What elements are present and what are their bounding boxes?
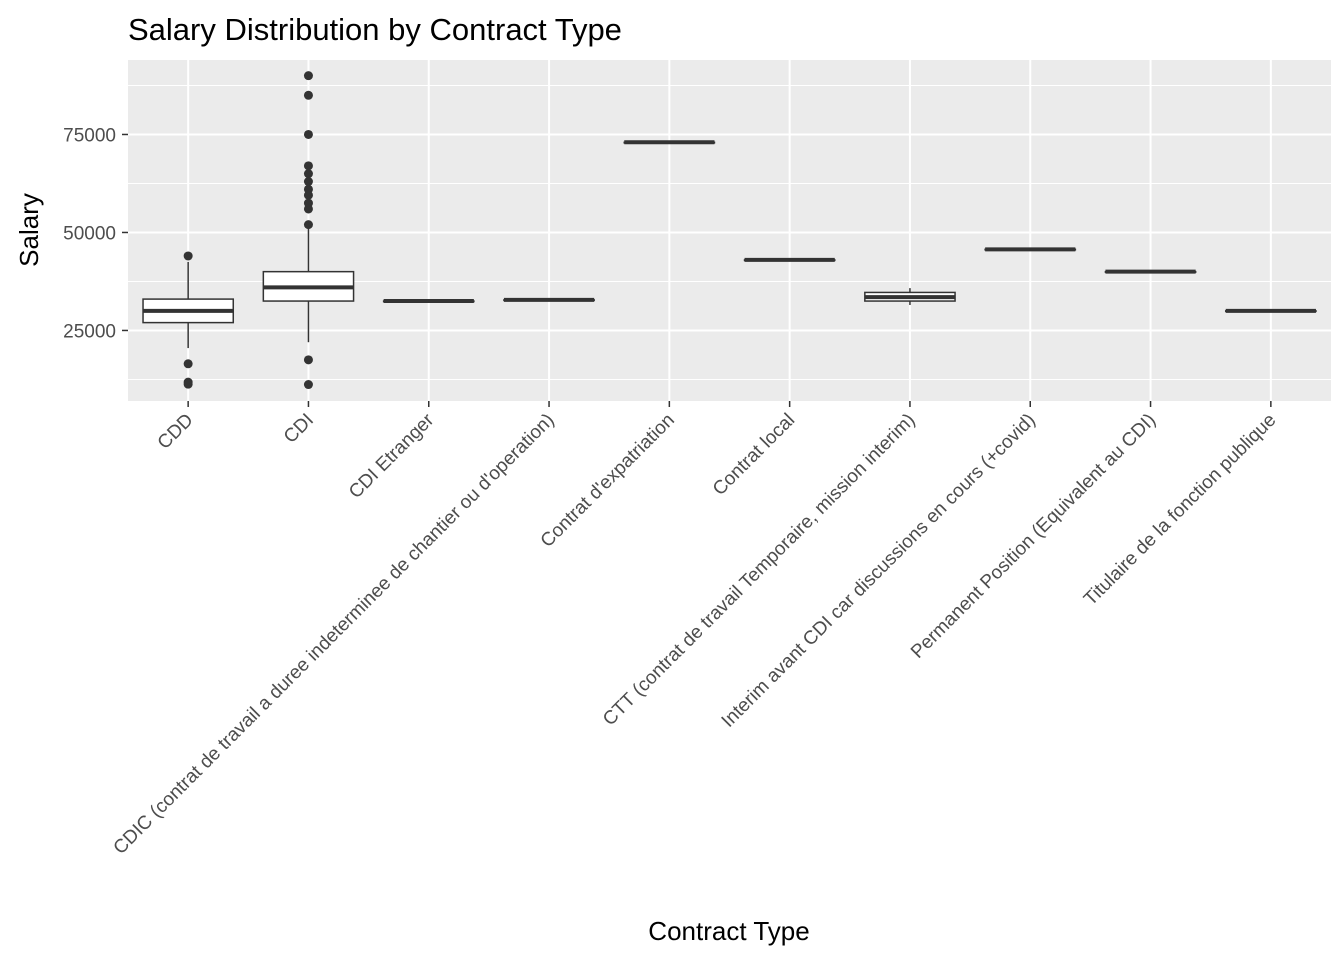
box-group	[1104, 269, 1197, 274]
outlier-point	[303, 90, 313, 100]
box-group	[382, 299, 475, 304]
plot-panel	[128, 60, 1331, 401]
outlier-point	[183, 251, 193, 261]
y-axis: 25000 50000 75000	[63, 125, 128, 342]
box-group	[1224, 308, 1317, 313]
x-tick-label: CDI Etranger	[345, 409, 439, 503]
box-group	[503, 297, 595, 302]
grid-lines	[128, 60, 1331, 401]
x-tick-label: Titulaire de la fonction publique	[1080, 410, 1280, 610]
x-tick-label: Contrat d'expatriation	[537, 410, 679, 552]
outlier-point	[183, 379, 193, 389]
outlier-point	[303, 129, 313, 139]
outlier-point	[303, 220, 313, 230]
y-axis-title: Salary	[14, 193, 44, 267]
outlier-point	[303, 380, 313, 390]
outlier-point	[303, 169, 313, 179]
x-tick-label: CDI	[280, 410, 318, 448]
x-tick-label: Permanent Position (Equivalent au CDI)	[907, 410, 1160, 663]
chart-title: Salary Distribution by Contract Type	[128, 12, 622, 47]
x-tick-label: CDIC (contrat de travail a duree indeter…	[110, 410, 559, 859]
x-axis-title: Contract Type	[648, 916, 809, 946]
box-group	[743, 257, 836, 262]
box-group	[864, 288, 956, 305]
y-tick-label: 75000	[63, 125, 116, 146]
outlier-point	[303, 204, 313, 214]
y-tick-label: 50000	[63, 223, 116, 244]
outlier-point	[303, 161, 313, 171]
outlier-point	[303, 190, 313, 200]
outlier-point	[303, 71, 313, 81]
x-tick-label: Contrat local	[709, 410, 799, 500]
box-group	[262, 71, 355, 390]
box-group	[984, 247, 1077, 252]
outlier-point	[303, 177, 313, 187]
box-group	[142, 251, 235, 389]
y-tick-label: 25000	[63, 321, 116, 342]
box-group	[623, 140, 716, 145]
x-tick-label: CDD	[154, 410, 198, 454]
box-series	[142, 71, 1317, 390]
outlier-point	[183, 359, 193, 369]
outlier-point	[303, 355, 313, 365]
